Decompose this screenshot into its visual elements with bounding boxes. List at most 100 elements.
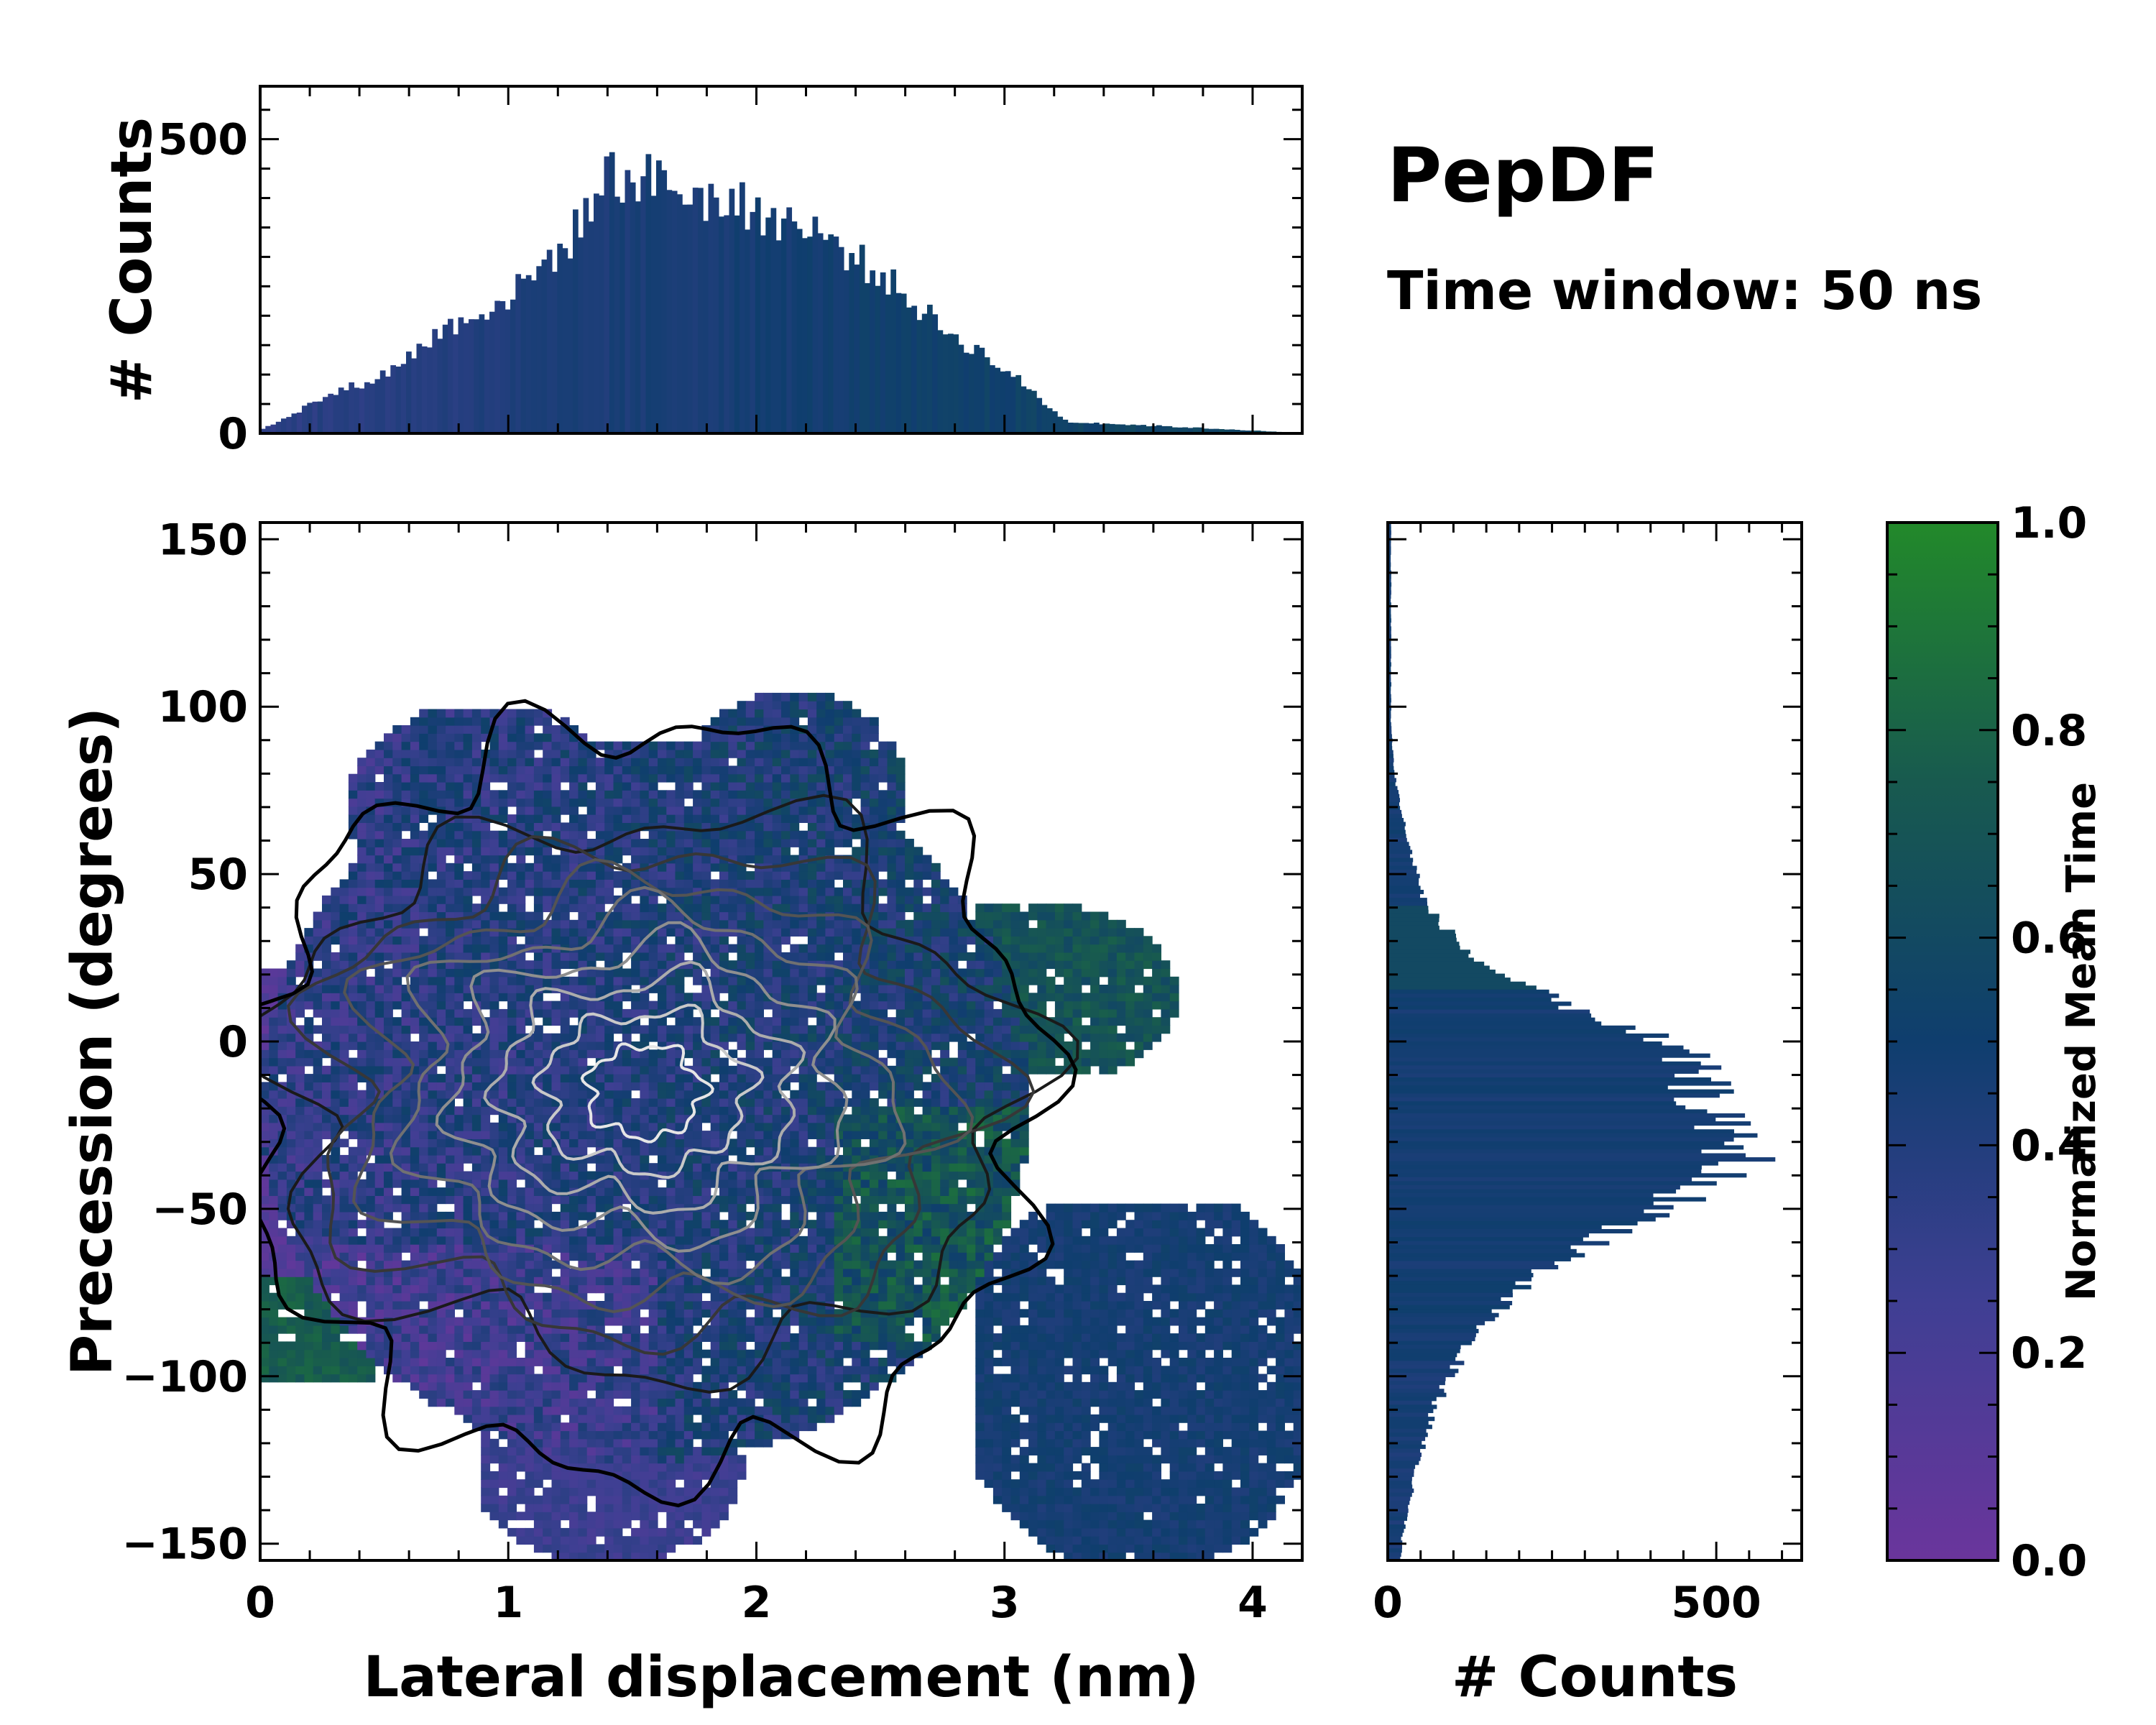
heatmap-cell [410,1284,420,1294]
heatmap-cell [516,1244,526,1253]
heatmap-cell [419,1366,429,1375]
heatmap-cell [533,1122,543,1131]
heatmap-cell [595,1381,605,1391]
heatmap-cell [357,936,367,945]
heatmap-cell [481,1106,491,1116]
heatmap-cell [525,1122,535,1131]
top-histogram-bar [906,307,912,433]
heatmap-cell [728,741,738,750]
heatmap-cell [286,1301,296,1310]
heatmap-cell [454,1163,464,1172]
heatmap-cell [543,1000,553,1010]
heatmap-cell [304,928,314,937]
heatmap-cell [489,1504,499,1512]
heatmap-cell [719,1471,729,1480]
heatmap-cell [374,1025,384,1034]
heatmap-cell [745,1438,755,1448]
heatmap-cell [551,919,561,929]
heatmap-cell [640,871,650,880]
heatmap-cell [640,1447,650,1455]
heatmap-cell [322,1260,331,1269]
heatmap-cell [622,1552,632,1560]
heatmap-cell [648,944,658,953]
heatmap-cell [525,1260,535,1269]
heatmap-cell [631,1414,640,1423]
heatmap-cell [683,1398,694,1407]
top-histogram-bar [885,294,891,433]
heatmap-cell [533,1358,543,1366]
heatmap-cell [595,1276,605,1286]
top-histogram-bar [890,269,897,433]
heatmap-cell [481,1211,491,1220]
heatmap-cell [586,1131,596,1139]
heatmap-cell [489,968,499,978]
heatmap-cell [322,1122,331,1131]
heatmap-cell [666,968,676,978]
heatmap-cell [533,1025,543,1034]
heatmap-cell [348,985,358,993]
heatmap-cell [498,944,508,953]
heatmap-cell [728,822,738,832]
heatmap-cell [675,1154,685,1164]
heatmap-cell [640,1544,650,1553]
heatmap-cell [489,895,499,904]
heatmap-cell [428,709,438,718]
heatmap-cell [631,1406,640,1415]
heatmap-cell [701,1228,711,1237]
heatmap-cell [269,1374,279,1383]
heatmap-cell [622,1455,632,1464]
heatmap-cell [745,1171,755,1180]
heatmap-cell [419,879,429,888]
heatmap-cell [543,1447,553,1455]
heatmap-cell [719,1479,729,1489]
top-histogram-bar [713,197,719,433]
heatmap-cell [658,1374,667,1383]
heatmap-cell [331,952,341,961]
heatmap-cell [507,1252,517,1261]
top-histogram-bar [865,282,870,433]
heatmap-cell [392,1122,402,1131]
heatmap-cell [525,1447,535,1455]
heatmap-cell [454,709,464,718]
heatmap-cell [737,773,747,783]
heatmap-cell [419,1252,429,1261]
heatmap-cell [428,1236,438,1245]
heatmap-cell [384,847,393,856]
heatmap-cell [658,1317,667,1326]
heatmap-cell [516,1366,526,1375]
heatmap-cell [357,1374,367,1383]
heatmap-cell [640,1074,650,1082]
heatmap-cell [516,758,526,767]
heatmap-cell [569,1049,579,1059]
heatmap-cell [701,1447,711,1455]
heatmap-cell [463,1065,473,1075]
heatmap-cell [428,895,438,904]
heatmap-cell [436,1000,446,1010]
heatmap-cell [286,1163,296,1172]
heatmap-cell [543,1422,553,1432]
heatmap-cell [384,839,393,847]
heatmap-cell [471,1292,482,1302]
heatmap-cell [675,919,685,929]
heatmap-cell [675,839,685,847]
heatmap-cell [419,1276,429,1286]
heatmap-cell [286,1203,296,1213]
heatmap-cell [507,1106,517,1116]
heatmap-cell [578,733,588,742]
heatmap-cell [631,1398,640,1407]
heatmap-cell [489,1447,499,1455]
heatmap-cell [446,822,455,832]
heatmap-cell [277,1008,287,1018]
heatmap-cell [533,1228,543,1237]
heatmap-cell [331,1049,341,1059]
heatmap-cell [586,903,596,913]
heatmap-cell [604,895,614,904]
top-histogram-bar [1141,425,1147,433]
heatmap-cell [525,814,535,823]
heatmap-cell [666,862,676,872]
heatmap-cell [392,1292,402,1302]
heatmap-cell [693,968,702,978]
heatmap-cell [507,1495,517,1504]
heatmap-cell [648,1138,658,1148]
heatmap-cell [436,1292,446,1302]
